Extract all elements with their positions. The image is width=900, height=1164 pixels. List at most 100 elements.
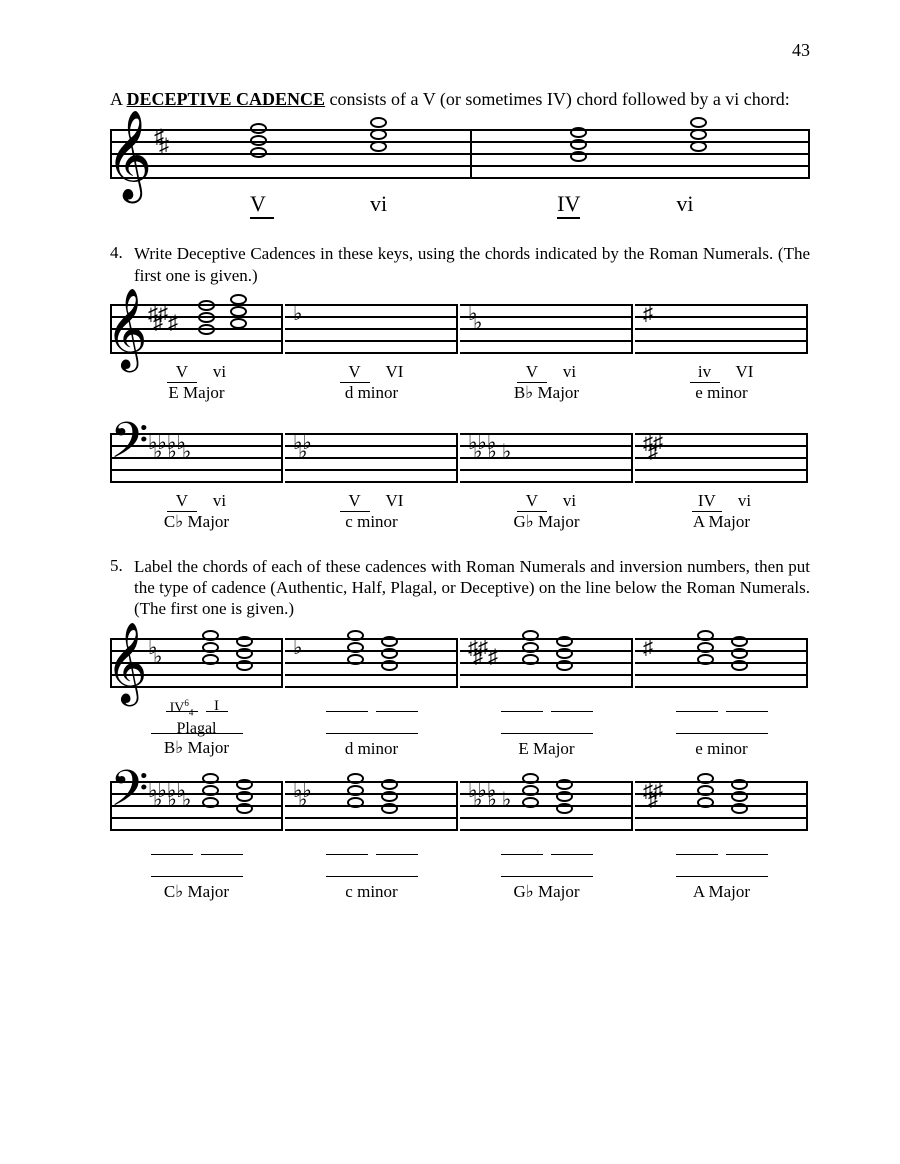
key-signature: ♯♯ ♯ ♯ — [468, 644, 498, 662]
measure: 𝄞♭ ♭IV64 IPlagalB♭ Major — [110, 638, 285, 759]
measure: 𝄞♯♯ ♯ ♯VviE Major — [110, 304, 285, 403]
key-signature: ♯♯ ♯ — [643, 439, 663, 457]
measure: 𝄢♭♭♭♭ ♭ ♭ ♭ C♭ Major — [110, 781, 285, 902]
ex5-row1: 𝄞♭ ♭IV64 IPlagalB♭ Major♭ d minor♯♯ ♯ ♯ … — [110, 638, 810, 759]
key-label: d minor — [285, 383, 458, 403]
intro-term: DECEPTIVE CADENCE — [127, 89, 326, 109]
ex4-row2: 𝄢♭♭♭♭ ♭ ♭ ♭VviC♭ Major♭♭ ♭VVIc minor♭♭♭ … — [110, 433, 810, 532]
roman-numeral: V — [167, 362, 197, 383]
roman-numeral: VI — [736, 362, 754, 381]
measure: ♭ V VI d minor — [285, 304, 460, 403]
roman-numeral: VI — [386, 491, 404, 510]
roman-numeral: vi — [563, 491, 576, 510]
answer-type-row — [635, 720, 808, 739]
key-label: e minor — [635, 383, 808, 403]
key-label: C♭ Major — [110, 882, 283, 902]
answer-type-row: Plagal — [110, 720, 283, 738]
key-label: d minor — [285, 739, 458, 759]
answer-rn-row — [460, 837, 633, 855]
key-label: c minor — [285, 512, 458, 532]
measure: ♯♯ ♯ IV vi A Major — [635, 433, 810, 532]
key-signature: ♭ — [293, 310, 302, 319]
key-signature: ♭ ♭ — [468, 310, 482, 328]
exercise-5: 5. Label the chords of each of these cad… — [110, 556, 810, 620]
measure: ♭♭♭ ♭ ♭ ♭ G♭ Major — [460, 781, 635, 902]
answer-type-row — [110, 863, 283, 882]
roman-numeral: V — [517, 491, 547, 512]
answer-rn-row — [635, 837, 808, 855]
key-label: E Major — [460, 739, 633, 759]
roman-numeral: IV — [692, 491, 722, 512]
answer-rn-row — [285, 837, 458, 855]
key-label: E Major — [110, 383, 283, 403]
exercise-4: 4. Write Deceptive Cadences in these key… — [110, 243, 810, 286]
key-signature: ♭ ♭ — [148, 644, 162, 662]
measure: ♭♭ ♭ c minor — [285, 781, 460, 902]
roman-numeral: V — [517, 362, 547, 383]
answer-type-row — [460, 863, 633, 882]
measure: ♯ e minor — [635, 638, 810, 759]
key-label: G♭ Major — [460, 882, 633, 902]
key-signature: ♭ — [293, 644, 302, 653]
key-signature: ♯ — [643, 310, 653, 319]
answer-rn-row — [110, 837, 283, 855]
page-number: 43 — [792, 40, 810, 61]
roman-numeral: VI — [386, 362, 404, 381]
rn-iv: IV — [557, 191, 580, 219]
exercise-5-text: Label the chords of each of these cadenc… — [134, 556, 810, 620]
key-label: A Major — [635, 882, 808, 902]
roman-numeral: V — [340, 491, 370, 512]
answer-rn-row — [635, 694, 808, 712]
roman-numeral: iv — [690, 362, 720, 383]
ex5-row2: 𝄢♭♭♭♭ ♭ ♭ ♭ C♭ Major♭♭ ♭ c minor♭♭♭ ♭ ♭ … — [110, 781, 810, 902]
exercise-4-number: 4. — [110, 243, 134, 286]
ex4-row1: 𝄞♯♯ ♯ ♯VviE Major♭VVId minor♭ ♭VviB♭ Maj… — [110, 304, 810, 403]
measure: ♭ d minor — [285, 638, 460, 759]
roman-numeral: vi — [738, 491, 751, 510]
key-label: C♭ Major — [110, 512, 283, 532]
exercise-5-number: 5. — [110, 556, 134, 620]
rn-v: V — [250, 191, 274, 219]
answer-type-row — [285, 863, 458, 882]
key-signature: ♯ ♯ — [154, 133, 169, 151]
measure: ♯♯ ♯ A Major — [635, 781, 810, 902]
key-label: A Major — [635, 512, 808, 532]
example-staff: 𝄞 ♯ ♯ V vi IV vi — [110, 129, 810, 219]
key-label: c minor — [285, 882, 458, 902]
roman-numeral: vi — [213, 491, 226, 510]
key-signature: ♯♯ ♯ — [643, 787, 663, 805]
key-label: G♭ Major — [460, 512, 633, 532]
key-signature: ♭♭♭ ♭ ♭ ♭ — [468, 439, 511, 457]
measure: ♭♭♭ ♭ ♭ ♭ Vvi G♭ Major — [460, 433, 635, 532]
intro-prefix: A — [110, 89, 127, 109]
answer-type-row — [460, 720, 633, 739]
measure: ♯ iv VI e minor — [635, 304, 810, 403]
intro-paragraph: A DECEPTIVE CADENCE consists of a V (or … — [110, 88, 810, 111]
roman-numeral: vi — [213, 362, 226, 381]
key-signature: ♭♭ ♭ — [293, 439, 312, 457]
key-label: e minor — [635, 739, 808, 759]
key-signature: ♯ — [643, 644, 653, 653]
key-signature: ♭♭♭♭ ♭ ♭ ♭ — [148, 439, 191, 457]
key-signature: ♭♭♭ ♭ ♭ ♭ — [468, 787, 511, 805]
key-signature: ♯♯ ♯ ♯ — [148, 310, 178, 328]
answer-type-row — [635, 863, 808, 882]
key-signature: ♭♭ ♭ — [293, 787, 312, 805]
rn-vi-2: vi — [676, 191, 693, 219]
roman-numeral: vi — [563, 362, 576, 381]
measure: ♭♭ ♭ V VI c minor — [285, 433, 460, 532]
measure: ♯♯ ♯ ♯ E Major — [460, 638, 635, 759]
answer-rn-row — [460, 694, 633, 712]
rn-vi: vi — [370, 191, 387, 219]
measure: 𝄢♭♭♭♭ ♭ ♭ ♭VviC♭ Major — [110, 433, 285, 532]
exercise-4-text: Write Deceptive Cadences in these keys, … — [134, 243, 810, 286]
answer-rn-row — [285, 694, 458, 712]
measure: ♭ ♭ Vvi B♭ Major — [460, 304, 635, 403]
key-signature: ♭♭♭♭ ♭ ♭ ♭ — [148, 787, 191, 805]
answer-type-row — [285, 720, 458, 739]
roman-numeral: V — [340, 362, 370, 383]
intro-rest: consists of a V (or sometimes IV) chord … — [325, 89, 790, 109]
key-label: B♭ Major — [460, 383, 633, 403]
roman-numeral: V — [167, 491, 197, 512]
key-label: B♭ Major — [110, 738, 283, 758]
